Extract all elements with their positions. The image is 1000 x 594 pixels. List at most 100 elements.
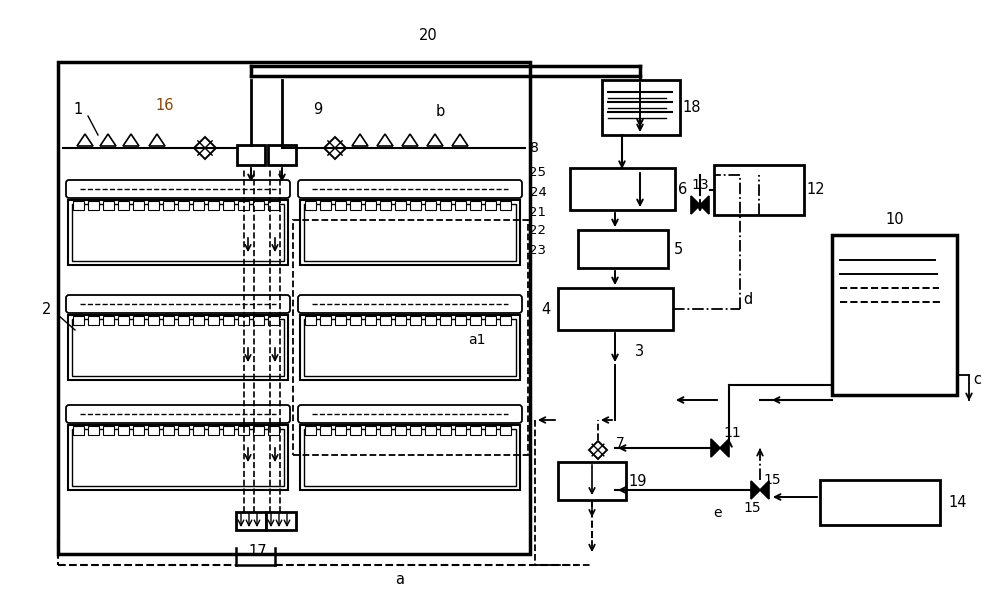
Bar xyxy=(163,316,174,325)
Bar xyxy=(266,512,296,530)
Bar xyxy=(320,426,331,435)
Bar xyxy=(832,235,957,395)
Text: 17: 17 xyxy=(249,545,267,560)
Bar xyxy=(455,201,466,210)
Polygon shape xyxy=(711,439,720,457)
Bar xyxy=(208,426,219,435)
Text: 12: 12 xyxy=(807,182,825,197)
Bar xyxy=(304,319,516,376)
Bar xyxy=(305,201,316,210)
Bar xyxy=(350,426,361,435)
Bar xyxy=(365,201,376,210)
Bar xyxy=(223,201,234,210)
Text: 21: 21 xyxy=(530,206,546,219)
FancyBboxPatch shape xyxy=(66,405,290,423)
Bar xyxy=(237,145,265,165)
Bar xyxy=(300,425,520,490)
Bar xyxy=(410,316,421,325)
Bar xyxy=(410,426,421,435)
Text: 24: 24 xyxy=(530,185,546,198)
Text: 4: 4 xyxy=(541,302,551,317)
Text: d: d xyxy=(743,292,753,308)
Text: 13: 13 xyxy=(691,178,709,192)
Bar xyxy=(118,201,129,210)
Text: 14: 14 xyxy=(949,495,967,510)
Bar xyxy=(72,204,284,261)
Bar xyxy=(558,288,673,330)
Bar xyxy=(208,316,219,325)
Text: 5: 5 xyxy=(673,242,683,257)
Text: 25: 25 xyxy=(530,166,546,179)
Bar xyxy=(73,201,84,210)
Bar xyxy=(163,201,174,210)
Text: 19: 19 xyxy=(629,473,647,488)
Bar xyxy=(238,201,249,210)
Text: 22: 22 xyxy=(530,223,546,236)
Bar xyxy=(88,201,99,210)
Bar xyxy=(193,201,204,210)
Bar xyxy=(268,316,279,325)
Bar xyxy=(425,201,436,210)
Bar xyxy=(320,201,331,210)
Bar xyxy=(103,316,114,325)
Bar xyxy=(178,426,189,435)
Text: 15: 15 xyxy=(763,473,781,487)
Bar xyxy=(118,426,129,435)
Bar xyxy=(425,426,436,435)
Bar xyxy=(118,316,129,325)
Bar xyxy=(578,230,668,268)
Text: 20: 20 xyxy=(419,27,437,43)
Bar xyxy=(305,316,316,325)
Polygon shape xyxy=(691,196,700,214)
Bar xyxy=(440,316,451,325)
Bar xyxy=(380,201,391,210)
Bar xyxy=(268,426,279,435)
FancyBboxPatch shape xyxy=(66,295,290,313)
FancyBboxPatch shape xyxy=(298,180,522,198)
Bar xyxy=(350,316,361,325)
Text: a: a xyxy=(396,573,404,587)
Bar xyxy=(335,426,346,435)
Bar xyxy=(304,204,516,261)
Bar xyxy=(304,429,516,486)
Bar xyxy=(500,201,511,210)
Bar xyxy=(223,316,234,325)
Text: 15: 15 xyxy=(743,501,761,515)
Text: 8: 8 xyxy=(530,141,538,155)
FancyBboxPatch shape xyxy=(298,295,522,313)
Bar xyxy=(253,201,264,210)
Bar xyxy=(133,201,144,210)
Text: 10: 10 xyxy=(885,213,904,228)
Bar xyxy=(300,200,520,265)
Bar xyxy=(365,426,376,435)
Bar xyxy=(88,316,99,325)
Bar xyxy=(500,426,511,435)
Bar xyxy=(193,426,204,435)
Bar xyxy=(238,426,249,435)
Bar xyxy=(236,512,266,530)
Bar xyxy=(570,168,675,210)
Bar xyxy=(470,426,481,435)
Bar xyxy=(485,426,496,435)
Bar xyxy=(602,80,680,135)
Bar xyxy=(148,426,159,435)
Bar xyxy=(335,316,346,325)
Bar xyxy=(500,316,511,325)
Bar xyxy=(103,201,114,210)
Bar xyxy=(395,426,406,435)
Bar xyxy=(73,316,84,325)
Text: a1: a1 xyxy=(468,333,486,347)
Polygon shape xyxy=(760,481,769,499)
FancyBboxPatch shape xyxy=(298,405,522,423)
Bar xyxy=(238,316,249,325)
Bar xyxy=(72,319,284,376)
FancyBboxPatch shape xyxy=(66,180,290,198)
Bar xyxy=(440,426,451,435)
Bar xyxy=(68,200,288,265)
Polygon shape xyxy=(700,196,709,214)
Bar xyxy=(380,316,391,325)
Text: 23: 23 xyxy=(530,244,546,257)
Bar xyxy=(148,316,159,325)
Bar xyxy=(470,201,481,210)
Bar xyxy=(193,316,204,325)
